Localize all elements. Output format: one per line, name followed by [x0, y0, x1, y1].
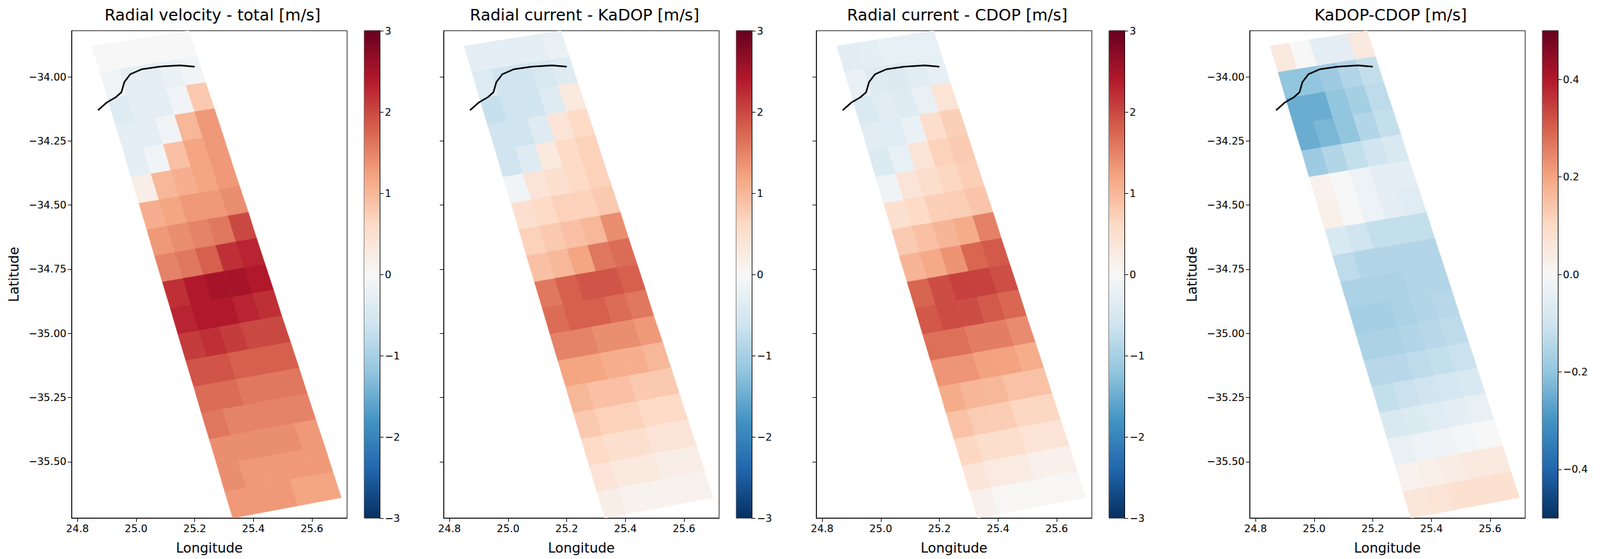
svg-text:25.2: 25.2: [183, 522, 207, 535]
svg-text:−3: −3: [384, 512, 401, 525]
svg-text:−2: −2: [1129, 430, 1145, 443]
svg-text:25.2: 25.2: [1361, 522, 1385, 535]
svg-text:1: 1: [384, 187, 392, 200]
svg-text:Longitude: Longitude: [1353, 540, 1421, 556]
svg-text:25.6: 25.6: [672, 522, 696, 535]
svg-text:25.0: 25.0: [496, 522, 520, 535]
svg-text:25.4: 25.4: [1419, 522, 1443, 535]
svg-text:Longitude: Longitude: [920, 540, 987, 556]
svg-text:1: 1: [1129, 187, 1136, 200]
svg-text:3: 3: [384, 24, 392, 38]
svg-text:−35.25: −35.25: [28, 391, 67, 404]
svg-text:25.0: 25.0: [1302, 522, 1326, 535]
svg-text:−1: −1: [384, 349, 401, 362]
svg-text:−3: −3: [1129, 512, 1145, 525]
svg-text:0: 0: [1129, 268, 1136, 281]
svg-text:25.6: 25.6: [1045, 522, 1069, 535]
svg-text:3: 3: [1129, 24, 1136, 38]
svg-text:Longitude: Longitude: [547, 540, 615, 556]
svg-text:−2: −2: [384, 430, 401, 443]
svg-text:24.8: 24.8: [1243, 522, 1267, 535]
svg-text:Latitude: Latitude: [6, 246, 22, 302]
svg-text:−35.25: −35.25: [1206, 391, 1245, 404]
svg-text:Longitude: Longitude: [175, 540, 243, 556]
svg-text:−35.50: −35.50: [1206, 455, 1245, 468]
svg-text:25.0: 25.0: [869, 522, 893, 535]
svg-text:25.2: 25.2: [928, 522, 952, 535]
svg-text:−2: −2: [756, 430, 773, 443]
svg-text:24.8: 24.8: [810, 522, 834, 535]
svg-text:25.4: 25.4: [613, 522, 637, 535]
svg-text:KaDOP-CDOP [m/s]: KaDOP-CDOP [m/s]: [1314, 5, 1467, 25]
svg-text:−0.4: −0.4: [1562, 462, 1588, 475]
svg-text:−34.00: −34.00: [28, 70, 67, 84]
svg-text:Radial current - CDOP [m/s]: Radial current - CDOP [m/s]: [846, 5, 1068, 25]
svg-text:0: 0: [756, 268, 764, 281]
svg-text:25.4: 25.4: [986, 522, 1010, 535]
svg-text:−34.25: −34.25: [28, 134, 67, 148]
svg-text:25.6: 25.6: [300, 522, 324, 535]
svg-text:25.4: 25.4: [241, 522, 265, 535]
svg-text:2: 2: [1129, 106, 1136, 119]
svg-text:2: 2: [384, 106, 392, 119]
svg-text:25.6: 25.6: [1478, 522, 1502, 535]
svg-text:−34.75: −34.75: [1206, 262, 1245, 275]
svg-text:24.8: 24.8: [437, 522, 461, 535]
svg-text:Radial current - KaDOP [m/s]: Radial current - KaDOP [m/s]: [469, 5, 700, 25]
svg-text:−1: −1: [756, 349, 773, 362]
svg-text:1: 1: [756, 187, 764, 200]
svg-text:−34.00: −34.00: [1206, 70, 1245, 84]
svg-text:−34.50: −34.50: [1206, 198, 1245, 211]
svg-text:−3: −3: [756, 512, 773, 525]
svg-text:0.2: 0.2: [1562, 170, 1579, 183]
svg-text:25.2: 25.2: [555, 522, 579, 535]
svg-text:−1: −1: [1129, 349, 1145, 362]
svg-text:−35.50: −35.50: [28, 455, 67, 468]
svg-text:Latitude: Latitude: [1184, 246, 1200, 302]
svg-text:−34.25: −34.25: [1206, 134, 1245, 148]
svg-text:0: 0: [384, 268, 392, 281]
svg-text:−34.50: −34.50: [28, 198, 67, 211]
svg-text:0.0: 0.0: [1562, 268, 1579, 281]
svg-text:24.8: 24.8: [65, 522, 89, 535]
svg-text:−34.75: −34.75: [28, 262, 67, 275]
svg-text:−35.00: −35.00: [28, 327, 67, 340]
svg-text:0.4: 0.4: [1562, 73, 1579, 86]
svg-text:3: 3: [756, 24, 764, 38]
svg-text:−0.2: −0.2: [1562, 365, 1588, 378]
svg-text:2: 2: [756, 106, 764, 119]
svg-text:−35.00: −35.00: [1206, 327, 1245, 340]
svg-text:Radial velocity - total [m/s]: Radial velocity - total [m/s]: [104, 5, 321, 25]
svg-text:25.0: 25.0: [124, 522, 148, 535]
